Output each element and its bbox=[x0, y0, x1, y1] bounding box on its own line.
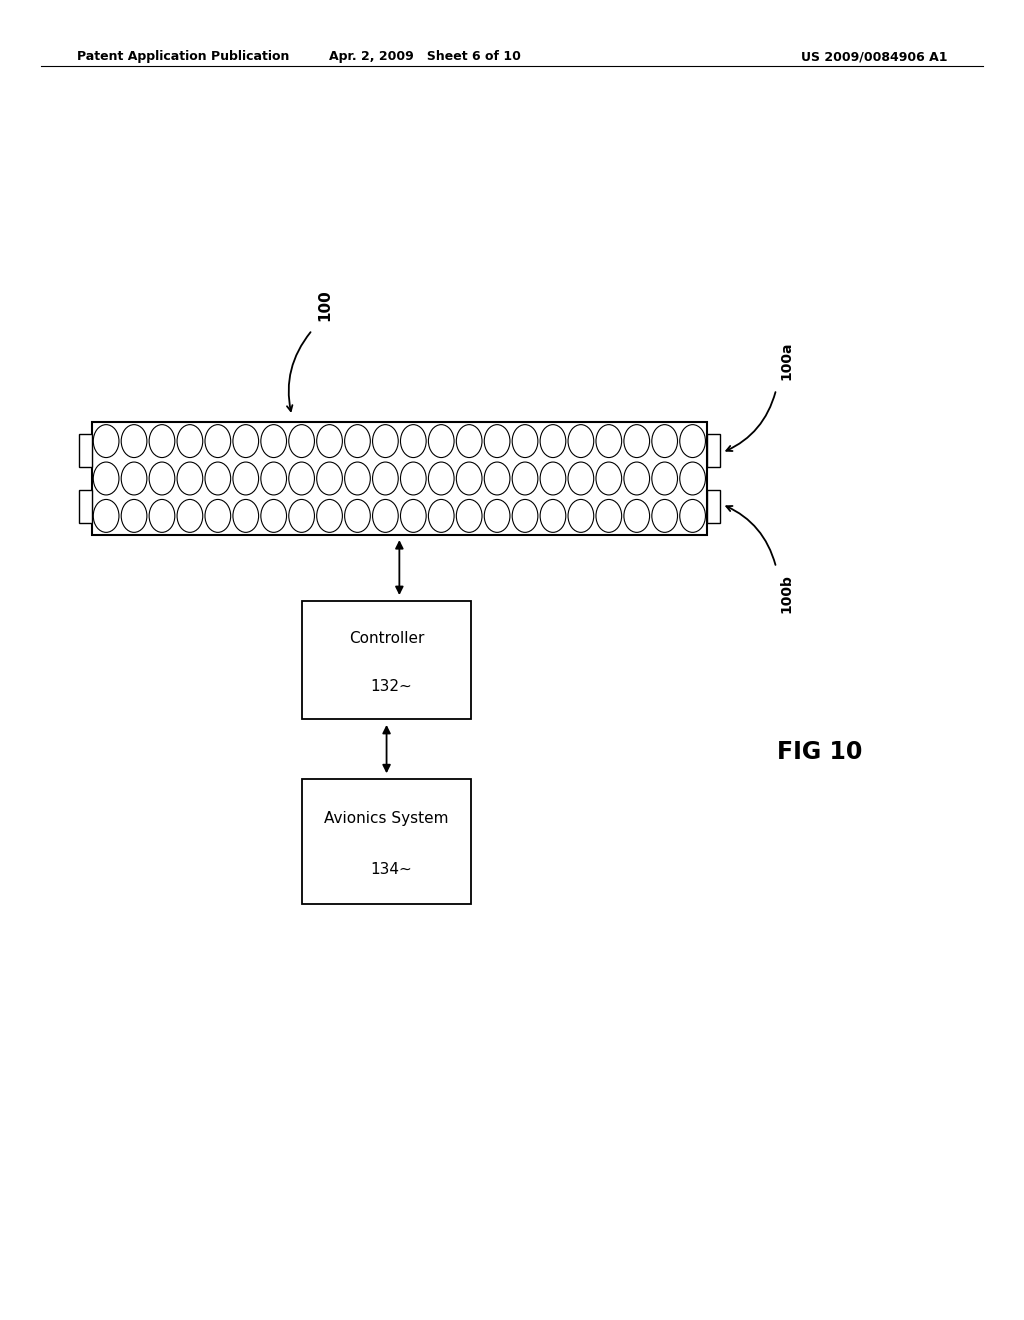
Ellipse shape bbox=[568, 425, 594, 458]
Bar bbox=[302, 779, 471, 904]
Ellipse shape bbox=[150, 462, 175, 495]
Bar bbox=[707, 490, 720, 524]
Text: FIG 10: FIG 10 bbox=[776, 741, 862, 764]
Ellipse shape bbox=[457, 425, 482, 458]
Text: Avionics System: Avionics System bbox=[325, 812, 449, 826]
Ellipse shape bbox=[93, 499, 119, 532]
Bar bbox=[79, 434, 92, 467]
Ellipse shape bbox=[316, 462, 342, 495]
Ellipse shape bbox=[457, 462, 482, 495]
Ellipse shape bbox=[289, 425, 314, 458]
Ellipse shape bbox=[540, 499, 566, 532]
Ellipse shape bbox=[652, 462, 678, 495]
Ellipse shape bbox=[345, 462, 371, 495]
Ellipse shape bbox=[316, 425, 342, 458]
Ellipse shape bbox=[624, 499, 649, 532]
Ellipse shape bbox=[121, 462, 146, 495]
Text: Apr. 2, 2009   Sheet 6 of 10: Apr. 2, 2009 Sheet 6 of 10 bbox=[329, 50, 521, 63]
Ellipse shape bbox=[652, 425, 678, 458]
Ellipse shape bbox=[428, 462, 454, 495]
Ellipse shape bbox=[373, 462, 398, 495]
Ellipse shape bbox=[205, 499, 230, 532]
Ellipse shape bbox=[121, 425, 146, 458]
Ellipse shape bbox=[232, 499, 259, 532]
Ellipse shape bbox=[512, 425, 538, 458]
Ellipse shape bbox=[289, 499, 314, 532]
Text: 134∼: 134∼ bbox=[371, 862, 413, 876]
Ellipse shape bbox=[596, 425, 622, 458]
Bar bbox=[302, 601, 471, 719]
Ellipse shape bbox=[232, 425, 259, 458]
Ellipse shape bbox=[261, 462, 287, 495]
Ellipse shape bbox=[680, 462, 706, 495]
Ellipse shape bbox=[484, 462, 510, 495]
Ellipse shape bbox=[400, 462, 426, 495]
Ellipse shape bbox=[261, 425, 287, 458]
Ellipse shape bbox=[484, 425, 510, 458]
Bar bbox=[92, 422, 707, 535]
Ellipse shape bbox=[177, 425, 203, 458]
Bar bbox=[79, 490, 92, 524]
Ellipse shape bbox=[93, 462, 119, 495]
Ellipse shape bbox=[373, 425, 398, 458]
Ellipse shape bbox=[512, 499, 538, 532]
Ellipse shape bbox=[652, 499, 678, 532]
Ellipse shape bbox=[624, 425, 649, 458]
Ellipse shape bbox=[568, 499, 594, 532]
Bar bbox=[707, 434, 720, 467]
Text: Controller: Controller bbox=[349, 631, 424, 645]
Ellipse shape bbox=[232, 462, 259, 495]
Text: US 2009/0084906 A1: US 2009/0084906 A1 bbox=[801, 50, 947, 63]
Ellipse shape bbox=[428, 425, 454, 458]
Text: 132∼: 132∼ bbox=[371, 678, 413, 693]
Ellipse shape bbox=[205, 462, 230, 495]
Ellipse shape bbox=[680, 499, 706, 532]
Ellipse shape bbox=[150, 425, 175, 458]
Ellipse shape bbox=[373, 499, 398, 532]
Ellipse shape bbox=[568, 462, 594, 495]
Ellipse shape bbox=[345, 499, 371, 532]
Ellipse shape bbox=[93, 425, 119, 458]
Ellipse shape bbox=[150, 499, 175, 532]
Ellipse shape bbox=[484, 499, 510, 532]
Ellipse shape bbox=[316, 499, 342, 532]
Ellipse shape bbox=[177, 499, 203, 532]
Ellipse shape bbox=[540, 462, 566, 495]
Text: Patent Application Publication: Patent Application Publication bbox=[77, 50, 289, 63]
Text: 100b: 100b bbox=[779, 574, 794, 612]
Text: 100a: 100a bbox=[779, 342, 794, 380]
Ellipse shape bbox=[177, 462, 203, 495]
Ellipse shape bbox=[596, 499, 622, 532]
Ellipse shape bbox=[261, 499, 287, 532]
Ellipse shape bbox=[205, 425, 230, 458]
Ellipse shape bbox=[345, 425, 371, 458]
Ellipse shape bbox=[457, 499, 482, 532]
Ellipse shape bbox=[680, 425, 706, 458]
Text: 100: 100 bbox=[317, 289, 333, 321]
Ellipse shape bbox=[428, 499, 454, 532]
Ellipse shape bbox=[512, 462, 538, 495]
Ellipse shape bbox=[289, 462, 314, 495]
Ellipse shape bbox=[121, 499, 146, 532]
Ellipse shape bbox=[624, 462, 649, 495]
Ellipse shape bbox=[400, 425, 426, 458]
Ellipse shape bbox=[596, 462, 622, 495]
Ellipse shape bbox=[540, 425, 566, 458]
Ellipse shape bbox=[400, 499, 426, 532]
